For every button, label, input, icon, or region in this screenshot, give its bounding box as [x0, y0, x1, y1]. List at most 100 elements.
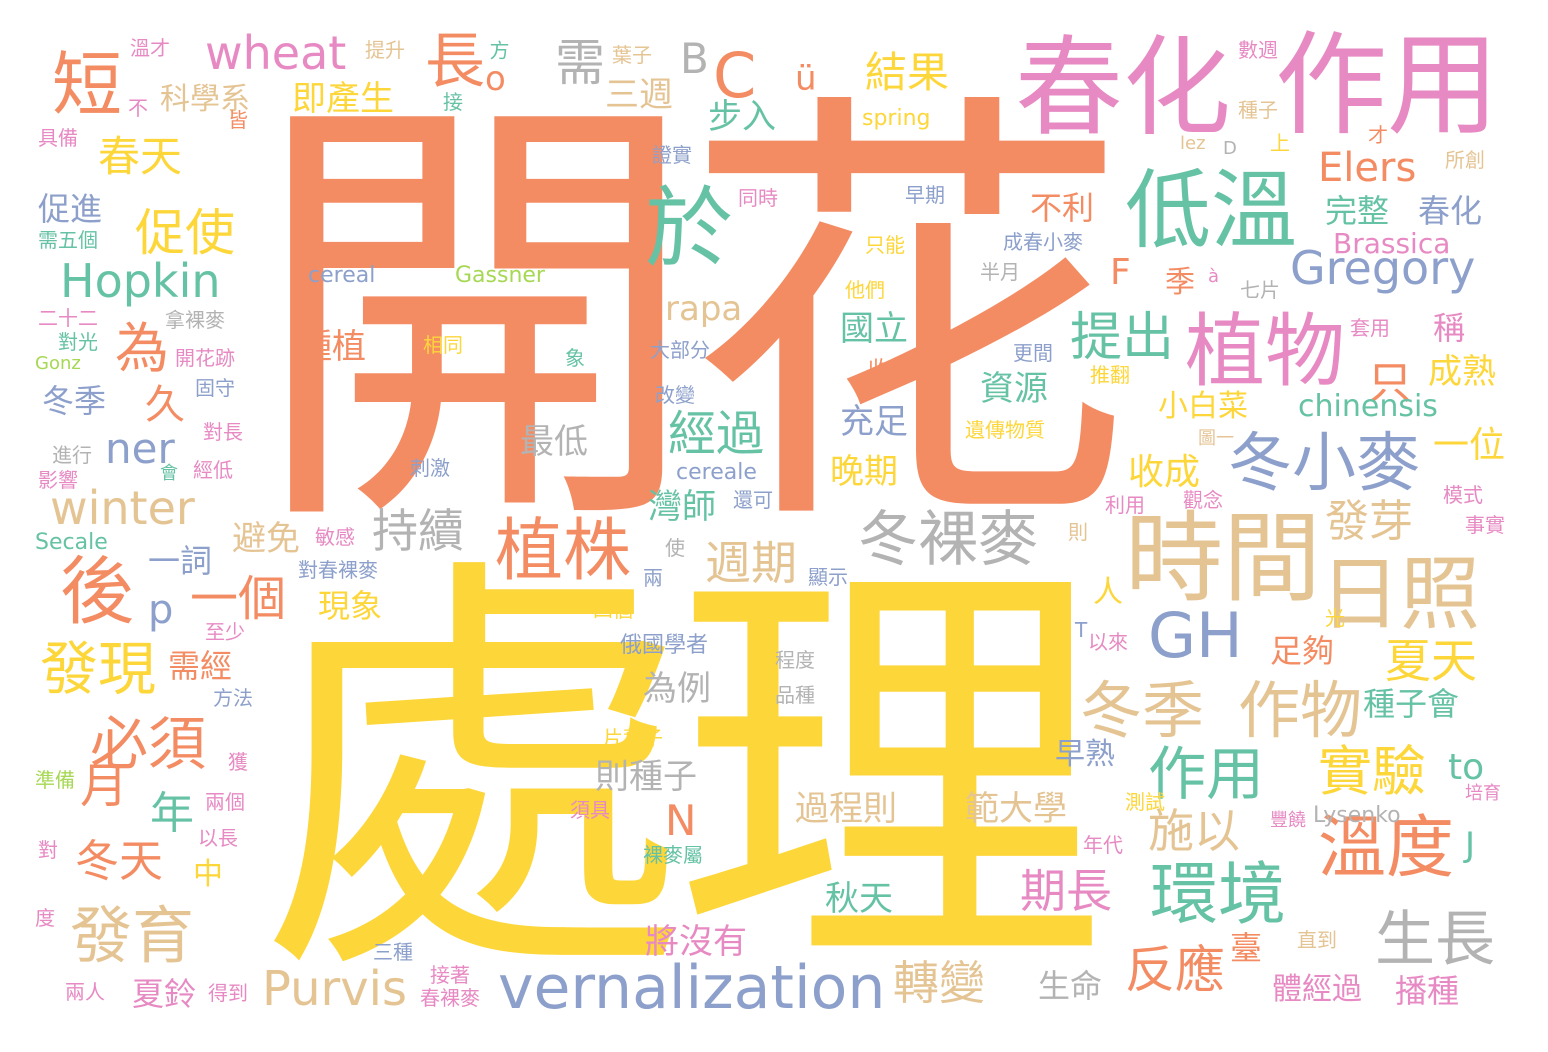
word-還可: 還可: [733, 488, 773, 512]
word-期長: 期長: [1020, 864, 1112, 918]
word-低溫: 低溫: [1125, 161, 1297, 261]
word-Elers: Elers: [1318, 145, 1417, 191]
word-二十二: 二十二: [38, 306, 98, 330]
word-模式: 模式: [1443, 483, 1483, 507]
word-結果: 結果: [865, 48, 950, 97]
word-進行: 進行: [52, 443, 92, 467]
word-利用: 利用: [1105, 493, 1145, 517]
word-得到: 得到: [208, 981, 248, 1005]
word-種子會: 種子會: [1363, 685, 1460, 723]
word-cereal: cereal: [308, 263, 376, 288]
word-Gonz: Gonz: [35, 353, 81, 374]
word-o: o: [485, 59, 506, 99]
word-只: 只: [1368, 358, 1412, 409]
word-所創: 所創: [1445, 148, 1485, 172]
word-冬天: 冬天: [75, 836, 163, 887]
word-一詞: 一詞: [148, 542, 213, 580]
word-兩: 兩: [643, 566, 663, 590]
word-B: B: [680, 34, 709, 83]
word-充足: 充足: [840, 402, 908, 442]
word-需經: 需經: [168, 647, 233, 685]
word-影響: 影響: [38, 468, 78, 492]
word-象: 象: [565, 346, 585, 370]
word-準備: 準備: [35, 768, 75, 792]
word-小白菜: 小白菜: [1158, 389, 1248, 424]
word-冬裸麥: 冬裸麥: [858, 505, 1038, 575]
word-更間: 更間: [1013, 341, 1053, 365]
word-接: 接: [443, 90, 463, 114]
word-週期: 週期: [705, 536, 797, 590]
word-四個: 四個: [593, 598, 633, 622]
word-D: D: [1223, 138, 1237, 159]
word-月: 月: [80, 758, 129, 814]
word-豐饒: 豐饒: [1270, 810, 1306, 831]
word-年: 年: [150, 788, 194, 839]
word-避免: 避免: [232, 519, 300, 559]
word-ü: ü: [795, 59, 817, 99]
word-完整: 完整: [1325, 192, 1390, 230]
word-對長: 對長: [203, 420, 243, 444]
word-成熟: 成熟: [1428, 352, 1496, 392]
word-種植: 種植: [298, 327, 366, 367]
word-固守: 固守: [195, 376, 235, 400]
word-才: 才: [1368, 123, 1388, 147]
word-p: p: [148, 587, 174, 633]
word-即產生: 即產生: [292, 79, 394, 119]
word-種子: 種子: [1238, 98, 1278, 122]
word-冬小麥: 冬小麥: [1228, 427, 1420, 501]
word-年代: 年代: [1083, 833, 1123, 857]
word-至少: 至少: [205, 620, 245, 644]
word-T: T: [1075, 618, 1088, 642]
word-三週: 三週: [605, 75, 673, 115]
word-具備: 具備: [38, 126, 78, 150]
word-他們: 他們: [845, 278, 885, 302]
word-俄國學者: 俄國學者: [620, 633, 709, 658]
word-培育: 培育: [1465, 783, 1501, 804]
word-促進: 促進: [38, 190, 103, 228]
word-敏感: 敏感: [315, 525, 355, 549]
word-環境: 環境: [1150, 856, 1287, 935]
word-則種子: 則種子: [595, 757, 697, 797]
word-溫度: 溫度: [1318, 809, 1455, 888]
word-觀念: 觀念: [1183, 488, 1223, 512]
word-科學系: 科學系: [160, 82, 250, 117]
word-事實: 事實: [1465, 513, 1505, 537]
word-將沒有: 將沒有: [645, 922, 747, 962]
word-拿裸麥: 拿裸麥: [165, 308, 225, 332]
word-兩個: 兩個: [205, 790, 245, 814]
word-作用: 作用: [1275, 21, 1499, 151]
word-以來: 以來: [1088, 630, 1128, 654]
word-to: to: [1448, 747, 1485, 788]
word-作用2: 作用: [1148, 740, 1265, 808]
word-須具: 須具: [570, 798, 610, 822]
word-經低: 經低: [193, 458, 233, 482]
word-時間: 時間: [1125, 502, 1322, 616]
word-三種: 三種: [373, 940, 413, 964]
word-GH: GH: [1148, 599, 1243, 672]
word-溫才: 溫才: [130, 36, 170, 60]
word-會: 會: [160, 463, 178, 484]
word-七片: 七片: [1240, 278, 1280, 302]
word-為例: 為例: [643, 669, 711, 709]
word-Secale: Secale: [35, 530, 108, 555]
word-資源: 資源: [980, 369, 1048, 409]
word-以長: 以長: [198, 826, 238, 850]
word-需: 需: [555, 34, 605, 92]
word-同時: 同時: [738, 186, 778, 210]
word-測試: 測試: [1125, 790, 1165, 814]
word-生命: 生命: [1038, 967, 1103, 1005]
word-灣師: 灣師: [648, 487, 716, 527]
word-夏鈴: 夏鈴: [132, 975, 197, 1013]
word-不利: 不利: [1030, 189, 1095, 227]
word-裸麥屬: 裸麥屬: [643, 843, 703, 867]
word-大部分: 大部分: [650, 338, 710, 362]
word-春裸麥: 春裸麥: [420, 986, 480, 1010]
word-遺傳物質: 遺傳物質: [965, 418, 1045, 442]
word-Purvis: Purvis: [262, 961, 408, 1017]
word-收成: 收成: [1128, 452, 1201, 493]
word-國立: 國立: [840, 309, 908, 349]
word-日照: 日照: [1320, 548, 1480, 641]
word-圖一: 圖一: [1198, 428, 1234, 449]
word-光: 光: [1325, 606, 1345, 630]
word-晚期: 晚期: [830, 452, 898, 492]
